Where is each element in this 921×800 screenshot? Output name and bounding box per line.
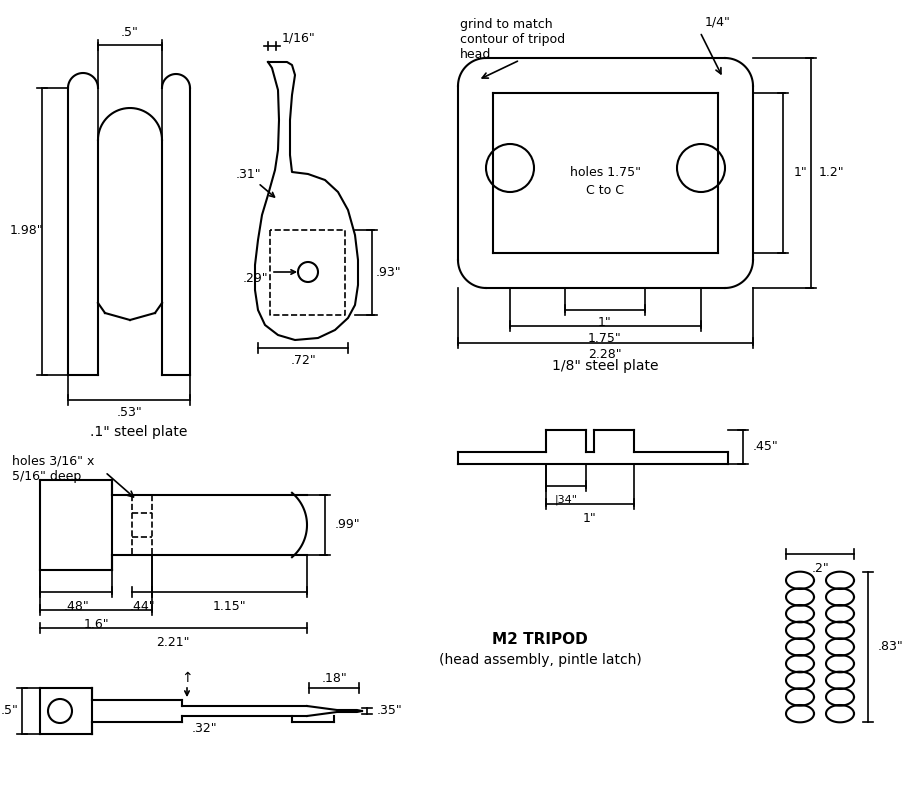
Text: 1": 1" xyxy=(598,315,612,329)
Text: .35": .35" xyxy=(376,705,402,718)
Text: .5": .5" xyxy=(121,26,139,38)
Text: 1.2": 1.2" xyxy=(818,166,844,179)
Text: M2 TRIPOD: M2 TRIPOD xyxy=(492,633,588,647)
Text: 2.21": 2.21" xyxy=(157,635,190,649)
Text: C to C: C to C xyxy=(586,185,624,198)
Text: 1.15": 1.15" xyxy=(212,599,246,613)
Text: .32": .32" xyxy=(192,722,216,735)
Text: .1" steel plate: .1" steel plate xyxy=(90,425,188,439)
Text: |34": |34" xyxy=(554,494,577,506)
Text: 1": 1" xyxy=(794,166,808,179)
Text: grind to match
contour of tripod
head: grind to match contour of tripod head xyxy=(460,18,565,61)
Text: .5": .5" xyxy=(1,705,19,718)
Text: .44": .44" xyxy=(129,599,155,613)
Text: .31": .31" xyxy=(235,169,261,182)
Text: 2.28": 2.28" xyxy=(589,349,622,362)
Text: holes 1.75": holes 1.75" xyxy=(569,166,640,179)
Text: .93": .93" xyxy=(375,266,401,278)
Text: .45": .45" xyxy=(752,441,778,454)
Text: .99": .99" xyxy=(334,518,360,531)
Text: 1.98": 1.98" xyxy=(9,225,42,238)
Text: 1/16": 1/16" xyxy=(282,31,316,45)
Text: 1.6": 1.6" xyxy=(83,618,109,630)
Text: 1/4": 1/4" xyxy=(705,15,731,29)
Text: .29": .29" xyxy=(242,271,268,285)
Text: holes 3/16" x
5/16" deep: holes 3/16" x 5/16" deep xyxy=(12,455,94,483)
Text: .18": .18" xyxy=(321,671,347,685)
Text: .72": .72" xyxy=(290,354,316,366)
Text: 1.75": 1.75" xyxy=(589,331,622,345)
Text: ↑: ↑ xyxy=(181,671,192,685)
Text: (head assembly, pintle latch): (head assembly, pintle latch) xyxy=(438,653,641,667)
Text: .83": .83" xyxy=(877,641,903,654)
Text: .2": .2" xyxy=(811,562,829,574)
Text: 1/8" steel plate: 1/8" steel plate xyxy=(552,359,659,373)
Text: .53": .53" xyxy=(116,406,142,419)
Text: .48": .48" xyxy=(64,599,88,613)
Text: 1": 1" xyxy=(583,511,597,525)
